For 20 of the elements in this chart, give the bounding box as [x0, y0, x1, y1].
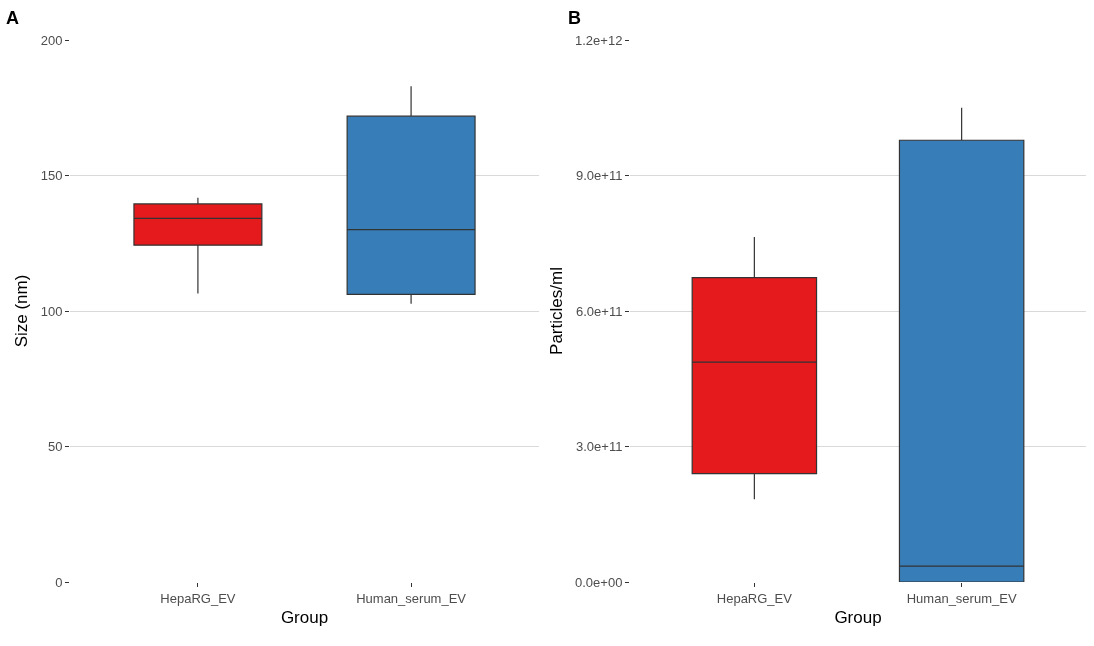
y-axis-title: Size (nm) — [12, 274, 32, 348]
y-tick-label: 9.0e+11 — [576, 168, 623, 184]
y-tick-label: 0.0e+00 — [575, 574, 623, 590]
x-tick-label: Human_serum_EV — [356, 590, 467, 606]
text: B — [568, 8, 581, 28]
y-tick-label: 1.2e+12 — [575, 32, 623, 48]
x-tick-label: HepaRG_EV — [160, 590, 236, 606]
x-axis-title: Group — [834, 608, 882, 627]
y-tick-label: 0 — [55, 574, 63, 590]
text: A — [6, 8, 19, 28]
y-axis-title: Particles/ml — [547, 267, 566, 355]
y-tick-label: 3.0e+11 — [576, 439, 623, 455]
y-tick-label: 100 — [40, 303, 63, 319]
x-axis-title: Group — [280, 608, 329, 627]
y-tick-label: 6.0e+11 — [576, 303, 623, 319]
y-tick-label: 50 — [47, 439, 63, 455]
x-tick-label: Human_serum_EV — [906, 590, 1017, 606]
y-tick-label: 150 — [40, 168, 63, 184]
y-tick-label: 200 — [40, 32, 63, 48]
x-tick-label: HepaRG_EV — [716, 590, 793, 606]
